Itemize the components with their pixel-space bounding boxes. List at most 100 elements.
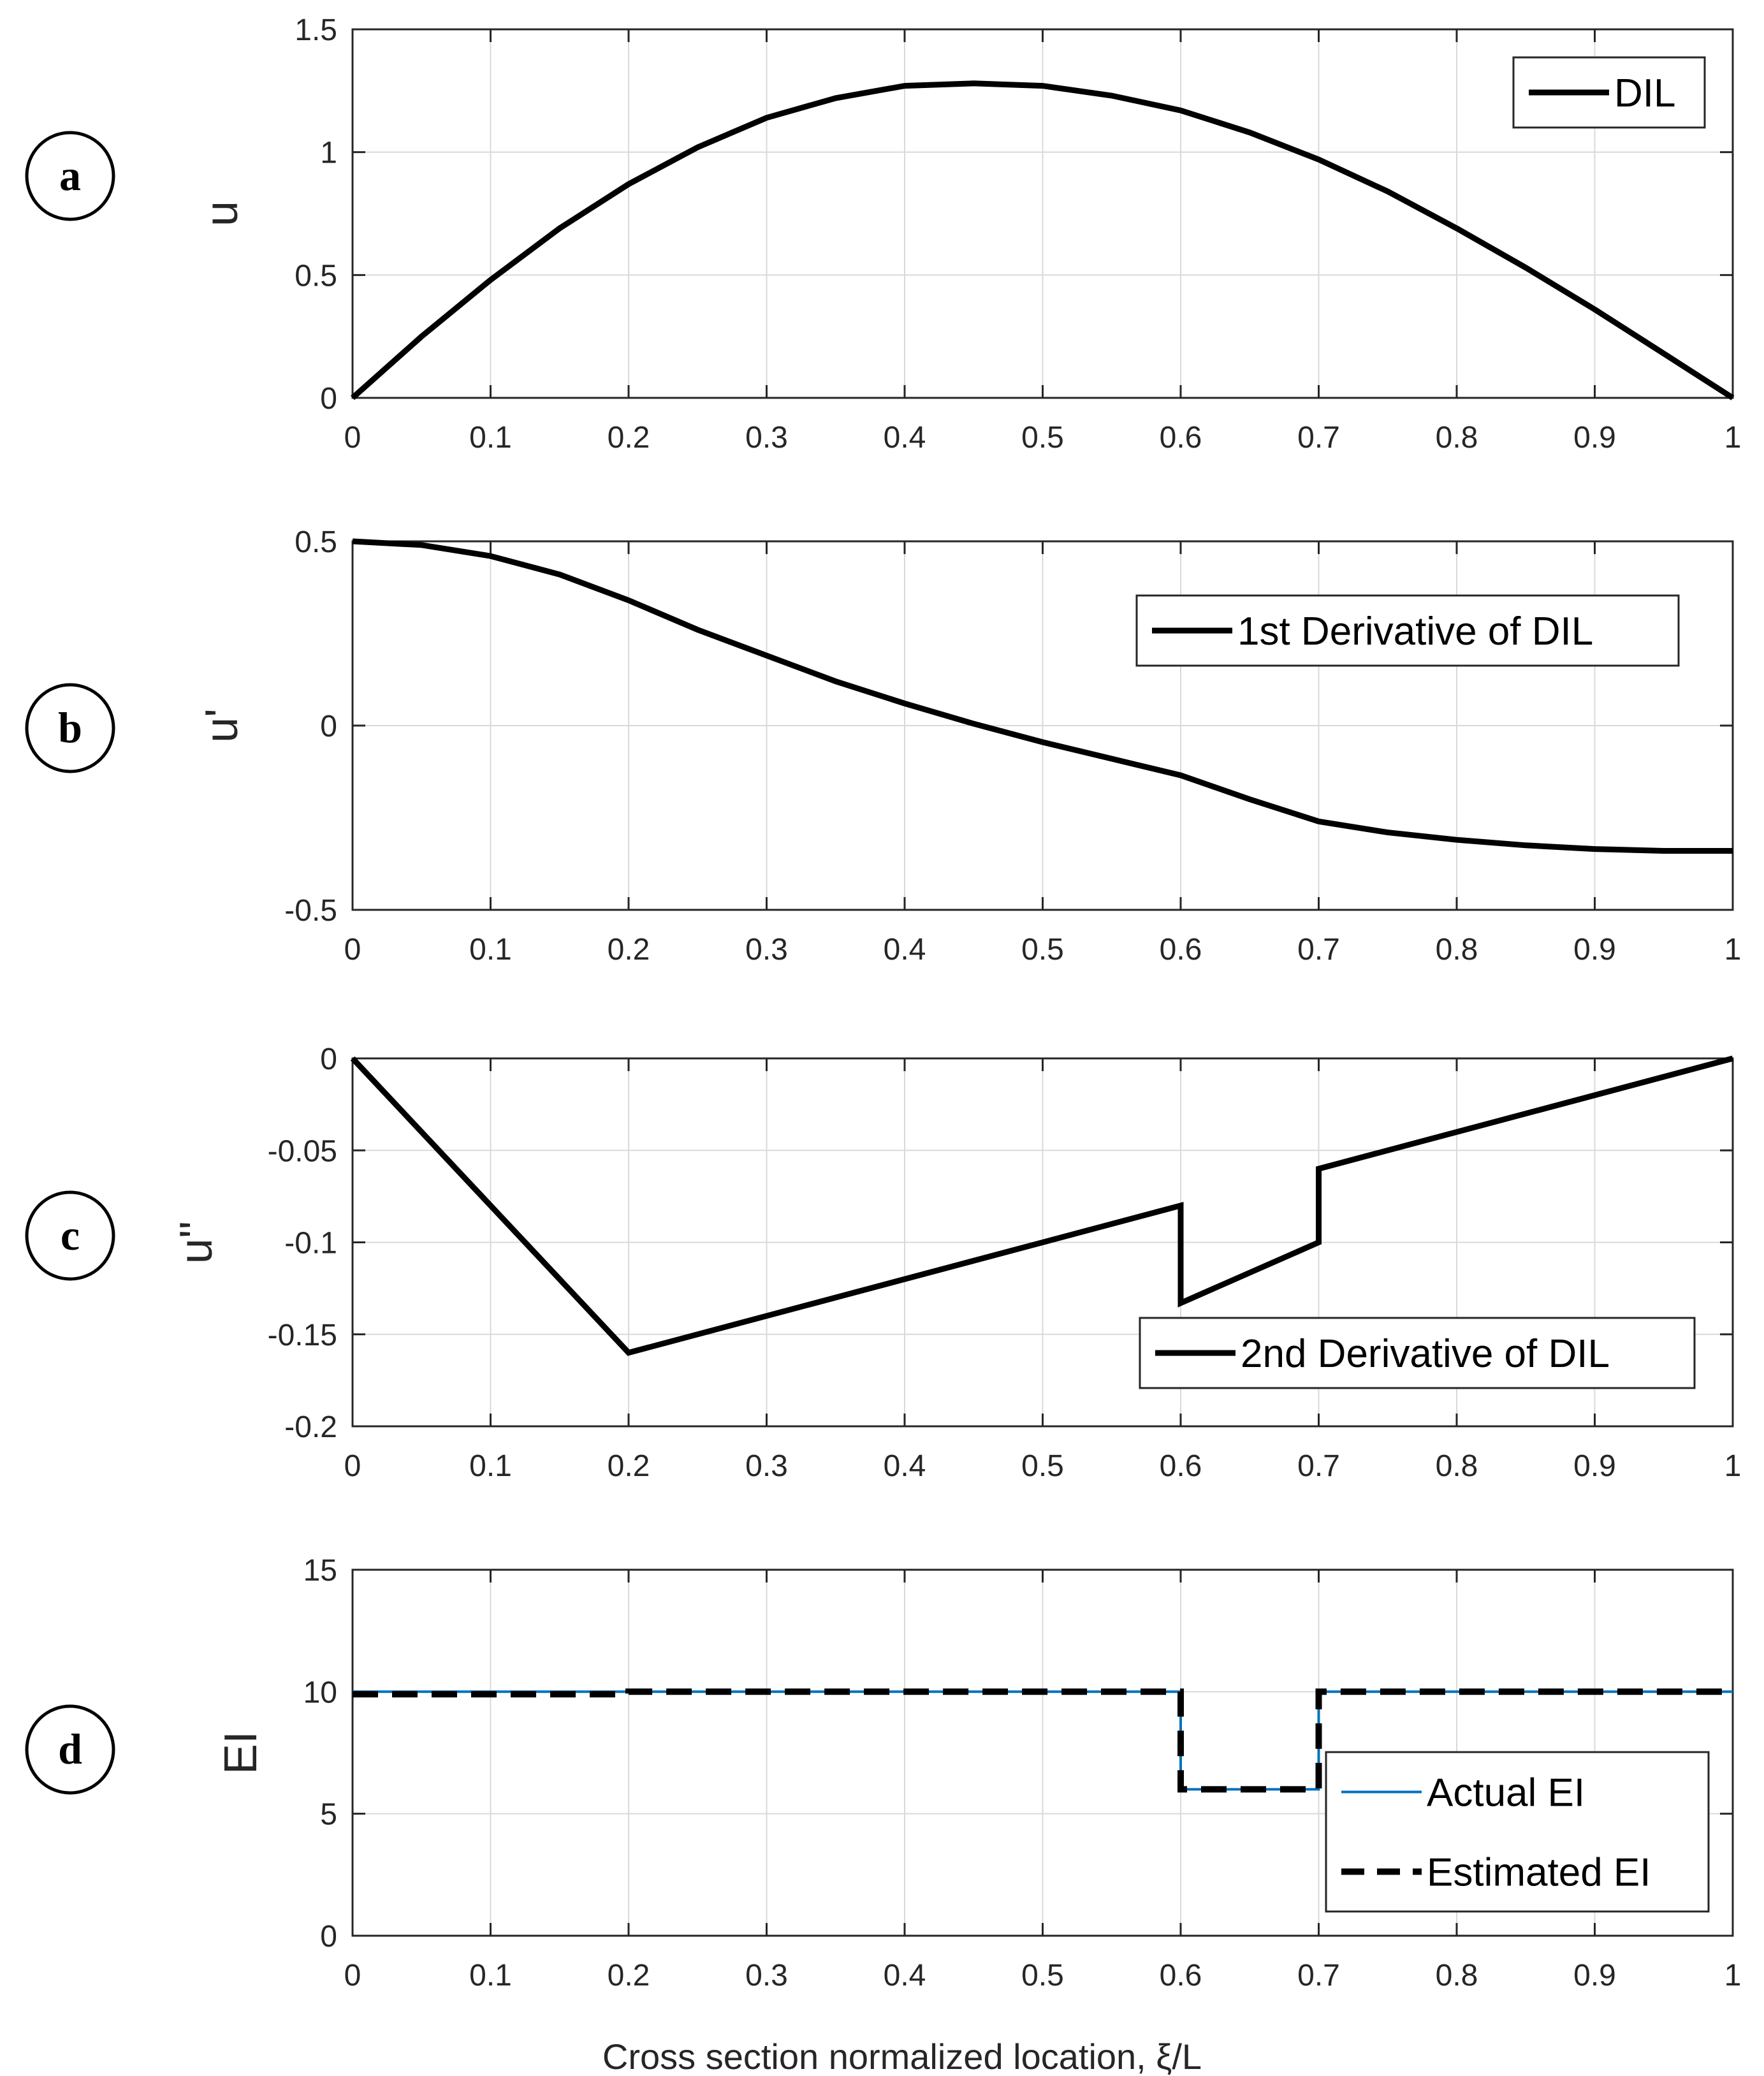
x-tick-label: 0.9 xyxy=(1573,421,1616,455)
y-tick-label: 5 xyxy=(320,1798,337,1832)
x-tick-label: 0.2 xyxy=(608,933,650,967)
y-tick-label: 0.5 xyxy=(295,525,337,559)
x-tick-label: 0.4 xyxy=(884,1959,926,1992)
series-line-dil xyxy=(351,80,1735,400)
y-tick-label: 1 xyxy=(320,136,337,170)
x-tick-label: 0.6 xyxy=(1160,421,1202,455)
charts-layer: 0 0.1 0.2 0.3 0.4 0.5 0.6 0.7 0.8 0.9 100.511.5uDI… xyxy=(25,13,1742,1992)
x-tick-label: 0.9 xyxy=(1573,1449,1616,1483)
x-tick-label: 0 xyxy=(344,933,361,967)
legend-box xyxy=(1325,1751,1710,1913)
legend-label: DIL xyxy=(1614,71,1675,115)
x-tick-label: 1 xyxy=(1724,1959,1742,1992)
x-tick-label: 0.6 xyxy=(1160,1959,1202,1992)
y-tick-label: 10 xyxy=(303,1676,337,1709)
y-tick-label: 0.5 xyxy=(295,259,337,293)
panel-badge-label: c xyxy=(61,1211,80,1259)
y-tick-label: 0 xyxy=(320,1042,337,1076)
x-tick-label: 0 xyxy=(344,1449,361,1483)
x-tick-label: 0.6 xyxy=(1160,1449,1202,1483)
x-tick-label: 0 xyxy=(344,421,361,455)
x-tick-label: 0.2 xyxy=(608,421,650,455)
y-tick-label: 0 xyxy=(320,1920,337,1954)
x-tick-label: 0.1 xyxy=(469,421,512,455)
x-tick-label: 0.1 xyxy=(469,1959,512,1992)
panel-badge-a: a xyxy=(25,131,115,221)
y-tick-label: -0.1 xyxy=(284,1227,337,1261)
x-tick-label: 0.5 xyxy=(1021,1959,1064,1992)
panel-badge-label: a xyxy=(59,151,81,200)
panel-badge-label: d xyxy=(58,1725,82,1773)
x-tick-label: 0.7 xyxy=(1297,1449,1340,1483)
x-tick-label: 0.4 xyxy=(884,421,926,455)
panel-badge-circle xyxy=(25,131,115,221)
chart-panel-d: 0 0.1 0.2 0.3 0.4 0.5 0.6 0.7 0.8 0.9 1051015EIAct… xyxy=(25,1554,1742,1992)
x-tick-label: 0.8 xyxy=(1436,933,1478,967)
y-tick-label: -0.05 xyxy=(268,1134,337,1168)
x-tick-label: 0.5 xyxy=(1021,1449,1064,1483)
x-tick-label: 0.5 xyxy=(1021,421,1064,455)
chart-panel-a: 0 0.1 0.2 0.3 0.4 0.5 0.6 0.7 0.8 0.9 1 0 0.5 1 1.5 u DI… xyxy=(25,13,1742,455)
x-tick-label: 0.7 xyxy=(1297,933,1340,967)
x-tick-label: 0.3 xyxy=(745,1449,788,1483)
y-axis-label: EI xyxy=(215,1731,266,1774)
x-tick-label: 0.2 xyxy=(608,1959,650,1992)
x-tick-label: 0.9 xyxy=(1573,1959,1616,1992)
series-line-estimated-ei xyxy=(353,1688,1733,1793)
x-tick-label: 0.1 xyxy=(469,933,512,967)
y-tick-label: -0.2 xyxy=(284,1410,337,1444)
panel-badge-b: b xyxy=(25,683,115,773)
x-tick-label: 0.3 xyxy=(745,933,788,967)
y-tick-label: 15 xyxy=(303,1554,337,1588)
y-tick-label: 0 xyxy=(320,710,337,743)
legend: 2nd Derivative of DIL xyxy=(1139,1317,1696,1389)
x-tick-label: 0.8 xyxy=(1436,1449,1478,1483)
axes-box xyxy=(351,1057,1734,1428)
legend: Actual EI Estimated EI xyxy=(1325,1751,1710,1913)
legend: DIL xyxy=(1512,56,1706,129)
x-tick-label: 1 xyxy=(1724,933,1742,967)
x-tick-label: 0.9 xyxy=(1573,933,1616,967)
legend-label: Estimated EI xyxy=(1427,1851,1651,1895)
legend-label: 1st Derivative of DIL xyxy=(1237,610,1593,654)
panel-badge-circle xyxy=(25,683,115,773)
panel-badge-circle xyxy=(25,1704,115,1795)
legend-label: Actual EI xyxy=(1427,1771,1585,1815)
y-axis-label: u'' xyxy=(171,1221,222,1264)
series-line-2nd-derivative-of-dil xyxy=(350,1055,1734,1356)
axes-box xyxy=(351,28,1734,399)
legend: 1st Derivative of DIL xyxy=(1135,594,1680,667)
x-axis-label: Cross section normalized location, ξ/L xyxy=(602,2036,1202,2076)
panel-badge-circle xyxy=(25,1190,115,1281)
chart-panel-c: 0 0.1 0.2 0.3 0.4 0.5 0.6 0.7 0.8 0.9 1 -0.2 -0.15 -0… xyxy=(25,1042,1742,1483)
x-tick-label: 0.4 xyxy=(884,933,926,967)
panel-badge-d: d xyxy=(25,1704,115,1795)
x-tick-label: 0.7 xyxy=(1297,421,1340,455)
x-tick-label: 0.8 xyxy=(1436,421,1478,455)
axes-box xyxy=(351,1568,1734,1937)
chart-panel-b: 0 0.1 0.2 0.3 0.4 0.5 0.6 0.7 0.8 0.9 1-0.500.5u'1… xyxy=(25,525,1742,967)
legend-label: 2nd Derivative of DIL xyxy=(1241,1332,1610,1376)
x-tick-label: 0 xyxy=(344,1959,361,1992)
series-line-1st-derivative-of-dil xyxy=(352,538,1733,854)
axes-box xyxy=(351,540,1734,911)
y-axis-label: u xyxy=(196,201,247,226)
y-tick-label: -0.15 xyxy=(268,1319,337,1352)
x-tick-label: 1 xyxy=(1724,421,1742,455)
panel-badge-label: b xyxy=(58,703,82,752)
x-tick-label: 0.8 xyxy=(1436,1959,1478,1992)
x-tick-label: 0.5 xyxy=(1021,933,1064,967)
y-tick-label: 0 xyxy=(320,382,337,416)
panel-badge-c: c xyxy=(25,1190,115,1281)
x-tick-label: 0.7 xyxy=(1297,1959,1340,1992)
x-tick-label: 0.3 xyxy=(745,421,788,455)
y-axis-label: u' xyxy=(196,708,247,743)
y-tick-label: 1.5 xyxy=(295,13,337,47)
x-tick-label: 0.1 xyxy=(469,1449,512,1483)
x-tick-label: 0.6 xyxy=(1160,933,1202,967)
x-tick-label: 0.3 xyxy=(745,1959,788,1992)
x-tick-label: 0.4 xyxy=(884,1449,926,1483)
x-tick-label: 0.2 xyxy=(608,1449,650,1483)
x-tick-label: 1 xyxy=(1724,1449,1742,1483)
